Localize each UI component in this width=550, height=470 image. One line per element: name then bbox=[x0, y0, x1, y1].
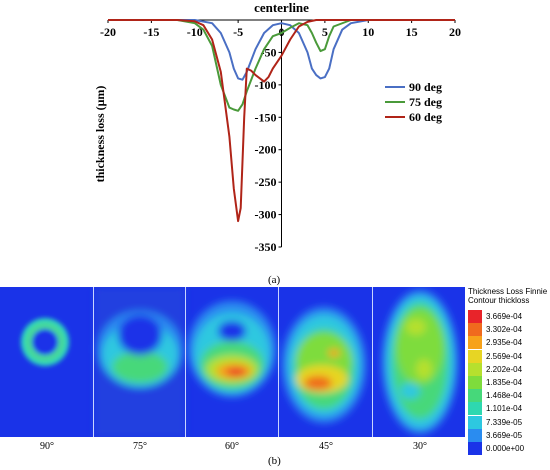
contour-60deg bbox=[188, 301, 276, 397]
legend-subtitle: Contour thickloss bbox=[468, 296, 530, 305]
legend-entry: 90 deg bbox=[409, 80, 442, 94]
contour-legend: Thickness Loss Finnie Contour thickloss … bbox=[468, 287, 550, 457]
x-tick-label: -10 bbox=[187, 25, 203, 39]
panel-divider bbox=[93, 287, 94, 437]
legend-color-swatch bbox=[468, 428, 482, 442]
legend-value: 1.468e-04 bbox=[486, 391, 523, 401]
legend-color-swatch bbox=[468, 362, 482, 376]
contour-image-strip bbox=[0, 287, 465, 437]
legend-color-swatch bbox=[468, 415, 482, 429]
x-tick-label: 20 bbox=[449, 25, 461, 39]
y-tick-label: -150 bbox=[255, 110, 277, 124]
legend-color-swatch bbox=[468, 402, 482, 416]
y-tick-label: -200 bbox=[255, 143, 277, 157]
x-tick-label: 15 bbox=[406, 25, 418, 39]
legend-value: 3.302e-04 bbox=[486, 325, 523, 335]
legend-value: 2.569e-04 bbox=[486, 351, 523, 361]
contour-90deg bbox=[21, 318, 69, 366]
legend-color-swatch bbox=[468, 442, 482, 455]
panel-a-label: (a) bbox=[268, 274, 281, 286]
x-tick-label: 10 bbox=[362, 25, 374, 39]
series-line bbox=[108, 19, 455, 112]
line-chart: -20 -15 -10 -5 0 5 10 15 20-50-100-150-200-250-3… bbox=[93, 0, 461, 254]
legend-entry: 60 deg bbox=[409, 110, 442, 124]
legend-value: 2.202e-04 bbox=[486, 364, 523, 374]
chart-title: centerline bbox=[254, 0, 309, 15]
x-tick-label: -5 bbox=[233, 25, 243, 39]
legend-value: 7.339e-05 bbox=[486, 417, 523, 427]
y-tick-label: -250 bbox=[255, 175, 277, 189]
y-tick-label: -100 bbox=[255, 78, 277, 92]
angle-label-75: 75° bbox=[133, 441, 147, 452]
x-tick-label: -20 bbox=[100, 25, 116, 39]
series-line bbox=[108, 19, 455, 81]
legend-color-swatch bbox=[468, 349, 482, 363]
y-tick-label: -300 bbox=[255, 208, 277, 222]
panel-divider bbox=[278, 287, 279, 437]
legend-color-swatch bbox=[468, 389, 482, 403]
legend-title: Thickness Loss Finnie bbox=[468, 287, 548, 296]
legend-value: 2.935e-04 bbox=[486, 338, 523, 348]
series-line bbox=[108, 19, 455, 223]
contour-45deg bbox=[282, 307, 366, 423]
panel-divider bbox=[372, 287, 373, 437]
y-tick-label: -350 bbox=[255, 240, 277, 254]
legend-color-swatch bbox=[468, 336, 482, 350]
legend-color-swatch bbox=[468, 323, 482, 337]
x-tick-label: 5 bbox=[322, 25, 328, 39]
legend-value: 1.835e-04 bbox=[486, 378, 523, 387]
x-tick-label: -15 bbox=[143, 25, 159, 39]
contour-30deg bbox=[382, 290, 458, 434]
angle-label-30: 30° bbox=[413, 441, 427, 452]
y-axis-label: thickness loss (μm) bbox=[93, 86, 107, 183]
panel-b-label: (b) bbox=[268, 455, 281, 467]
contour-75deg bbox=[95, 287, 185, 437]
legend-value: 0.000e+00 bbox=[486, 444, 525, 453]
angle-label-90: 90° bbox=[40, 441, 54, 452]
legend-value: 1.101e-04 bbox=[486, 404, 523, 414]
legend-value: 3.669e-04 bbox=[486, 312, 523, 321]
legend-color-swatch bbox=[468, 310, 482, 323]
legend-entry: 75 deg bbox=[409, 95, 442, 109]
contour-plots bbox=[21, 287, 458, 437]
legend-value: 3.669e-05 bbox=[486, 430, 523, 440]
angle-label-60: 60° bbox=[225, 441, 239, 452]
legend-color-swatch bbox=[468, 376, 482, 389]
panel-divider bbox=[185, 287, 186, 437]
angle-label-45: 45° bbox=[319, 441, 333, 452]
